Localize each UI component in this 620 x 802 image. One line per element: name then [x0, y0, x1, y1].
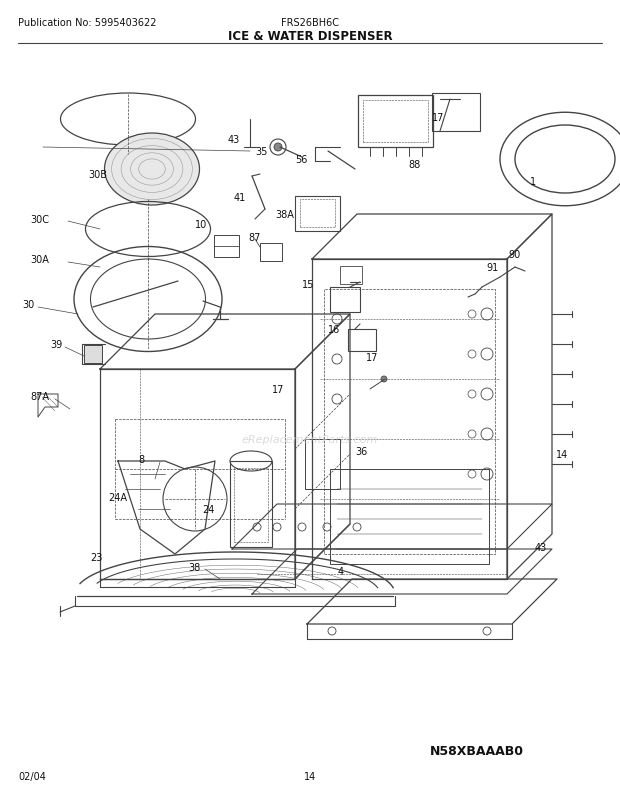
Text: 10: 10 [195, 220, 207, 229]
Bar [432, 94, 480, 132]
Text: 24: 24 [202, 504, 215, 514]
Bar [300, 200, 335, 228]
Ellipse shape [105, 134, 200, 206]
Text: 36: 36 [355, 447, 367, 456]
Text: 87A: 87A [30, 391, 49, 402]
Bar [305, 439, 340, 489]
Text: 88: 88 [408, 160, 420, 170]
Text: 90: 90 [508, 249, 520, 260]
Text: 38: 38 [188, 562, 200, 573]
Bar [260, 244, 282, 261]
Bar [84, 346, 102, 363]
Bar [330, 469, 489, 565]
Text: Publication No: 5995403622: Publication No: 5995403622 [18, 18, 156, 28]
Text: ICE & WATER DISPENSER: ICE & WATER DISPENSER [228, 30, 392, 43]
Text: 17: 17 [366, 353, 378, 363]
Text: 14: 14 [304, 771, 316, 781]
Text: 56: 56 [295, 155, 308, 164]
Text: 17: 17 [432, 113, 445, 123]
Bar [295, 196, 340, 232]
Text: 41: 41 [234, 192, 246, 203]
Text: 30C: 30C [30, 215, 49, 225]
Bar [330, 288, 360, 313]
Text: 02/04: 02/04 [18, 771, 46, 781]
Bar [358, 96, 433, 148]
Text: 38A: 38A [275, 210, 294, 220]
Text: 1: 1 [530, 176, 536, 187]
Text: 16: 16 [328, 325, 340, 334]
Text: 87: 87 [248, 233, 260, 243]
Text: 91: 91 [486, 263, 498, 273]
Text: 30A: 30A [30, 255, 49, 265]
Bar [340, 267, 362, 285]
Text: 15: 15 [302, 280, 314, 290]
Text: 23: 23 [90, 553, 102, 562]
Circle shape [381, 376, 387, 383]
Text: 30: 30 [22, 300, 34, 310]
Text: 39: 39 [50, 339, 62, 350]
Text: 30B: 30B [88, 170, 107, 180]
Text: 43: 43 [535, 542, 547, 553]
Bar [324, 290, 495, 554]
Text: 14: 14 [556, 449, 569, 460]
Text: FRS26BH6C: FRS26BH6C [281, 18, 339, 28]
Text: 4: 4 [338, 566, 344, 577]
Circle shape [274, 144, 282, 152]
Bar [363, 101, 428, 143]
Bar [214, 236, 239, 257]
Text: 35: 35 [255, 147, 267, 157]
Bar [230, 461, 272, 547]
Text: 24A: 24A [108, 492, 127, 502]
Bar [234, 468, 268, 542]
Text: N58XBAAAB0: N58XBAAAB0 [430, 744, 524, 757]
Text: 8: 8 [138, 455, 144, 464]
Text: 17: 17 [272, 384, 285, 395]
Bar [348, 330, 376, 351]
Text: 43: 43 [228, 135, 241, 145]
Text: eReplacementParts.com: eReplacementParts.com [242, 435, 378, 444]
